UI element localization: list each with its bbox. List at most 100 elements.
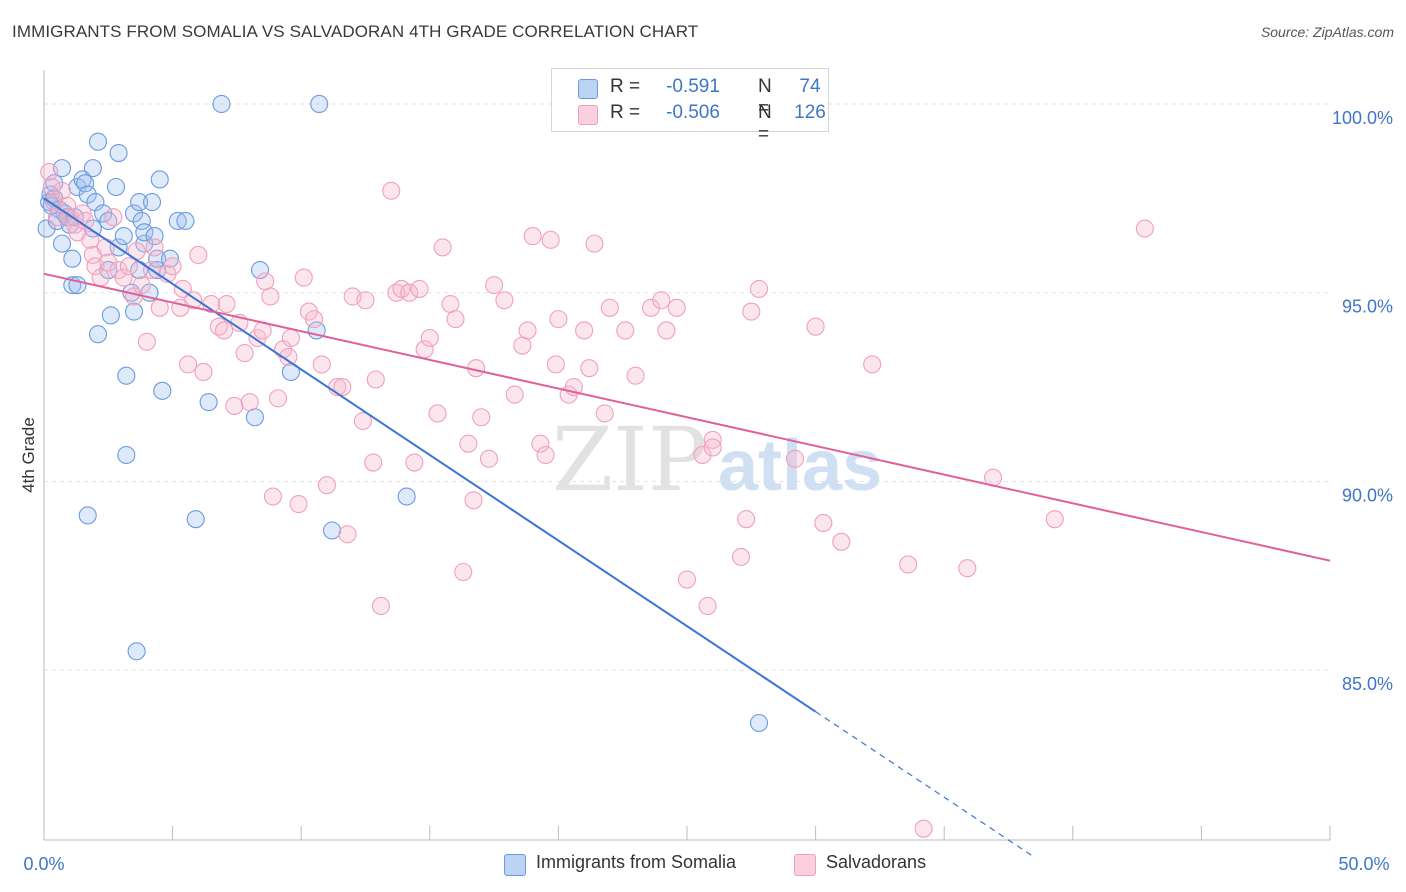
somalia-point [37,219,56,238]
somalia-point [109,143,128,163]
salvadoran-point [338,525,357,544]
somalia-point [130,193,149,212]
somalia-point [76,174,95,193]
salvadoran-point [382,181,401,200]
somalia-point [124,302,144,321]
salvadoran-point [464,491,483,510]
somalia-point [168,211,187,231]
salvadoran-point [96,238,115,257]
somalia-point [117,366,136,385]
salvadoran-point [184,291,203,310]
salvadoran-point [137,332,156,351]
somalia-point [124,204,144,223]
salvadoran-point [737,510,756,529]
salvadoran-point [225,396,244,415]
salvadoran-point [652,291,671,310]
salvadoran-point [47,208,66,227]
salvadoran-point [40,162,59,181]
somalia-point [250,260,270,280]
salvadoran-point [441,294,460,314]
salvadoran-point [513,336,532,355]
salvadoran-point [667,298,686,317]
salvadoran-point [428,404,447,423]
somalia-point [150,170,169,189]
somalia-point [117,445,136,465]
salvadoran-point [600,298,619,317]
somalia-point [142,193,162,212]
salvadoran-point [312,355,331,374]
salvadoran-point [641,298,661,317]
salvadoran-point [1135,219,1154,238]
salvadoran-point [485,276,504,295]
salvadoran-point [575,321,594,340]
salvadoran-point [99,253,118,272]
salvadoran-legend-label: Salvadorans [826,852,927,872]
salvadoran-point [479,449,499,468]
salvadoran-point [546,355,565,374]
salvadoran-point [541,230,560,249]
salvadoran-point [1045,510,1064,529]
salvadoran-point [52,181,72,200]
somalia-point [88,132,108,151]
salvadoran-point [104,208,123,227]
salvadoran-point [400,283,419,302]
somalia-point [114,227,133,246]
somalia-point [52,234,72,253]
salvadoran-point [505,385,524,404]
r-label: R = [610,76,641,97]
salvadoran-point [371,596,390,616]
salvadoran-point [495,291,514,310]
somalia-point [83,159,102,178]
salvadoran-point [863,355,882,374]
watermark-zip: ZIP [552,408,707,511]
salvadoran-point [261,287,280,306]
somalia-point [199,393,218,412]
salvadoran-point [531,434,550,453]
somalia-point [127,642,146,661]
salvadoran-point [595,404,614,423]
salvadoran-point [119,257,138,276]
salvadoran-point [366,370,385,389]
salvadoran-point [742,302,761,321]
salvadoran-point [446,310,465,329]
salvadoran-point [657,321,676,340]
salvadoran-point [580,359,599,378]
salvadoran-point [114,268,133,287]
x-tick-label-max: 50.0% [1338,854,1389,874]
salvadoran-point [806,317,825,336]
salvadoran-point [523,227,542,246]
salvadoran-point [163,257,182,276]
salvadoran-n-value: 126 [794,102,826,123]
salvadoran-point [281,328,300,348]
r-label: R = [610,102,641,123]
somalia-point [135,223,154,242]
salvadoran-point [145,238,164,257]
salvadoran-point [410,279,429,298]
salvadoran-point [899,555,918,574]
somalia-point [245,408,264,427]
salvadoran-point [279,347,298,366]
somalia-point [749,713,769,733]
somalia-point [78,506,97,525]
salvadoran-point [189,245,208,265]
y-tick-label: 90.0% [1342,485,1393,505]
y-tick-label: 85.0% [1342,674,1393,694]
salvadoran-point [217,294,236,314]
salvadoran-point [333,378,352,397]
salvadoran-swatch [578,105,598,125]
salvadoran-point [42,177,61,197]
salvadoran-point [731,547,751,566]
salvadoran-point [749,279,769,298]
salvadoran-point [305,310,324,329]
salvadoran-point [472,408,491,427]
salvadoran-legend-swatch [794,854,816,876]
salvadoran-point [914,819,933,838]
y-tick-label: 95.0% [1342,297,1393,317]
salvadoran-point [785,449,805,468]
y-tick-label: 100.0% [1332,108,1393,128]
salvadoran-point [536,445,555,465]
salvadoran-point [263,487,282,506]
salvadoran-point [420,328,439,348]
salvadoran-point [616,321,635,340]
n-label: N = [758,76,772,119]
